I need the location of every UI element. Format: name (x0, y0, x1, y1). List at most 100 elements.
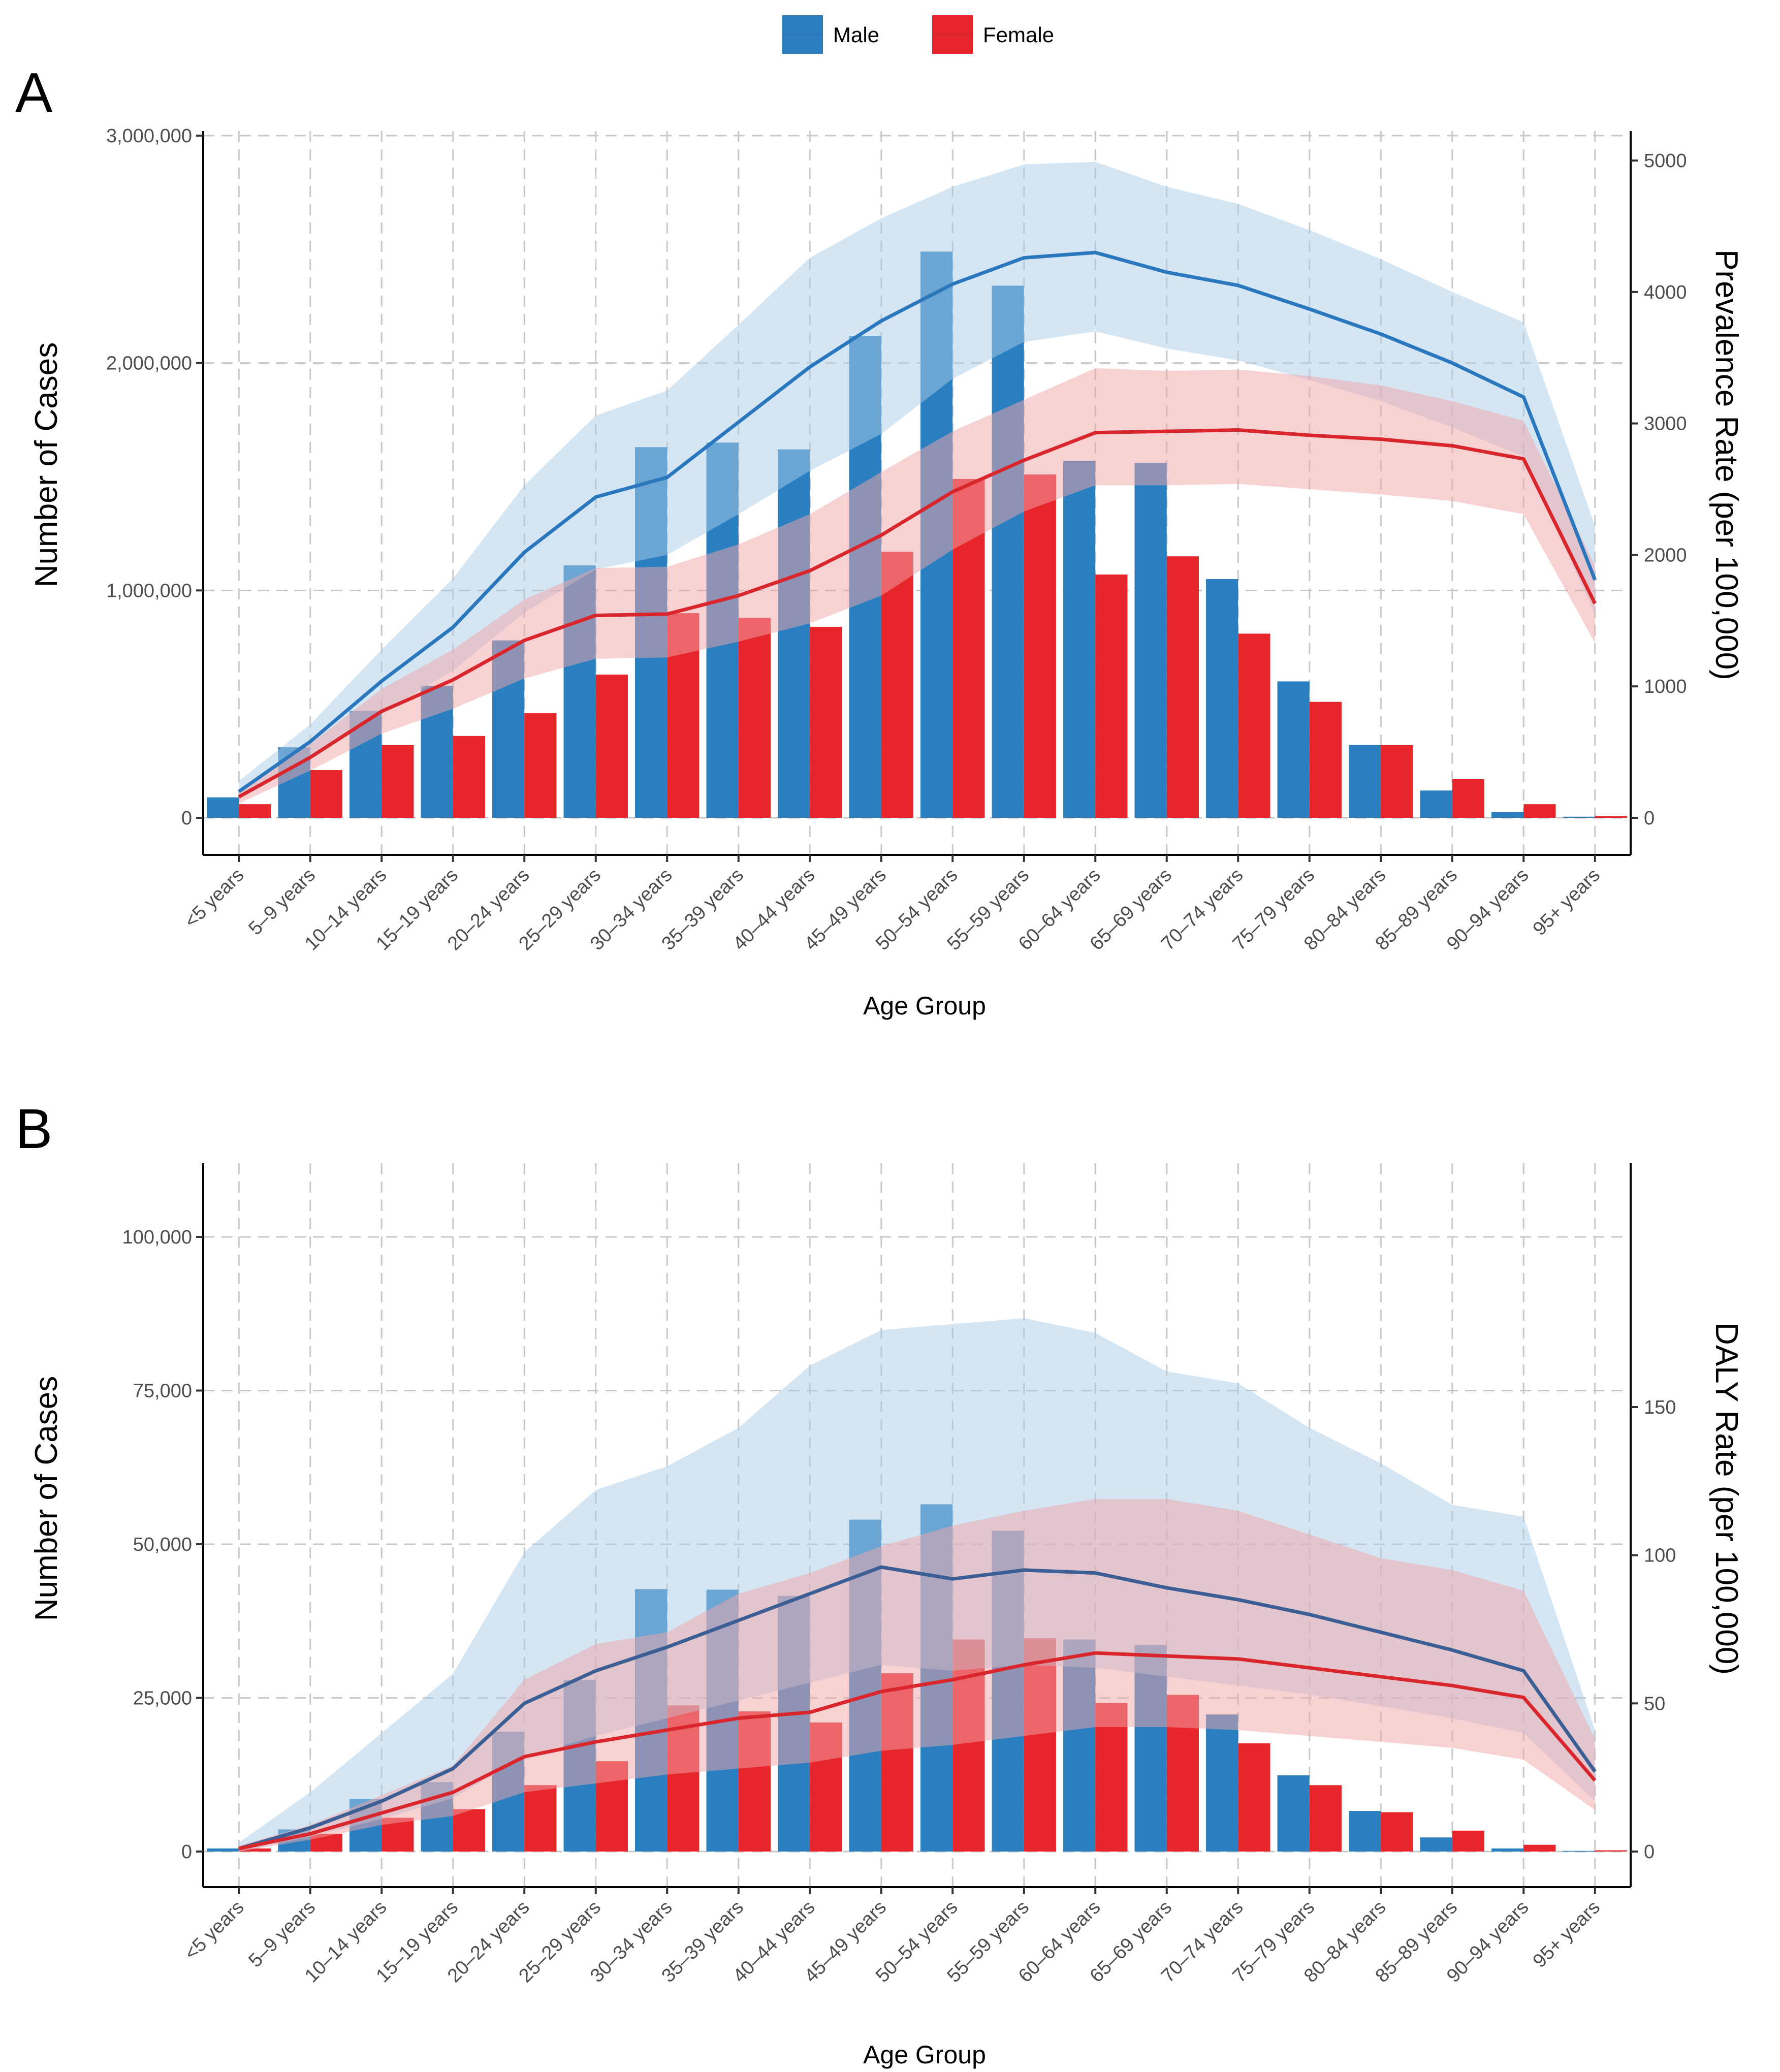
y-tick-label-b: 50,000 (133, 1534, 192, 1555)
y2-tick-label-b: 0 (1644, 1841, 1655, 1863)
bar-female-a (382, 745, 414, 818)
bar-female-a (1452, 779, 1484, 818)
legend-label-female: Female (983, 23, 1054, 47)
y-tick-label-b: 75,000 (133, 1381, 192, 1402)
x-tick-label-b: 95+ years (1529, 1897, 1604, 1972)
bar-male-a (1206, 579, 1238, 818)
bar-male-a (1134, 463, 1167, 818)
bar-female-a (1309, 702, 1342, 818)
y2-tick-label-b: 100 (1644, 1545, 1676, 1567)
y2-tick-label-a: 3000 (1644, 413, 1687, 435)
bar-female-b (1309, 1785, 1342, 1852)
bar-male-a (778, 449, 810, 818)
plot-area-a: 0 1,000,000 2,000,000 3,000,000 0 1000 2000 300… (106, 125, 1687, 954)
y2-axis-title-b: DALY Rate (per 100,000) (1709, 1322, 1744, 1675)
y-axis-title-a: Number of Cases (29, 342, 64, 587)
rate-line-female-b (238, 1651, 1597, 1851)
bar-female-b (1523, 1844, 1556, 1852)
legend: Male Female (782, 15, 1054, 54)
bar-female-a (1166, 556, 1199, 818)
y2-tick-label-a: 0 (1644, 808, 1655, 829)
y-tick-label-a: 2,000,000 (106, 353, 192, 374)
ci-band-female-b (239, 1499, 1595, 1852)
y-tick-label-b: 0 (181, 1841, 192, 1863)
bar-male-a (1491, 812, 1524, 818)
x-axis-title-b: Age Group (863, 2041, 986, 2069)
ci-band-female-a (239, 368, 1595, 804)
bar-female-a (453, 736, 485, 818)
y-tick-label-b: 100,000 (122, 1227, 192, 1248)
bar-female-a (1238, 633, 1270, 818)
bar-female-b (1381, 1812, 1413, 1852)
rate-line-male-a (238, 250, 1597, 793)
bar-female-a (881, 552, 913, 818)
y-axis-title-b: Number of Cases (29, 1376, 64, 1621)
bar-male-a (992, 285, 1024, 818)
y-tick-label-a: 3,000,000 (106, 125, 192, 147)
y-tick-label-a: 0 (181, 808, 192, 829)
x-tick-label-a: <5 years (180, 865, 248, 933)
bar-female-a (1381, 745, 1413, 818)
bar-male-a (1420, 790, 1452, 818)
bar-female-a (810, 626, 842, 818)
bar-male-b (1277, 1775, 1310, 1852)
panel-letter-b: B (15, 1098, 52, 1160)
panel-b: B Number of Cases DALY Rate (per 100,000… (15, 1098, 1744, 2069)
bar-male-b (1420, 1837, 1452, 1852)
panel-letter-a: A (15, 61, 53, 124)
bar-male-a (1063, 461, 1096, 818)
bar-male-b (1563, 1851, 1595, 1852)
rate-line-female-a (238, 428, 1597, 799)
bar-female-a (738, 618, 771, 818)
bar-female-a (239, 804, 271, 818)
bar-female-a (1595, 816, 1627, 818)
y2-tick-label-b: 150 (1644, 1397, 1676, 1418)
rate-lines-a (238, 250, 1597, 799)
y2-tick-label-a: 4000 (1644, 282, 1687, 303)
x-axis-title-a: Age Group (863, 992, 986, 1020)
bar-female-a (1523, 804, 1556, 818)
bar-female-a (595, 674, 628, 818)
ci-band-male-a (239, 162, 1595, 800)
y2-tick-label-a: 2000 (1644, 545, 1687, 566)
bar-male-b (1349, 1811, 1381, 1852)
x-tick-label-a: 95+ years (1529, 865, 1604, 940)
bar-male-a (1277, 681, 1310, 818)
bar-female-b (1095, 1703, 1128, 1852)
bar-female-a (310, 770, 342, 818)
y2-tick-label-a: 1000 (1644, 676, 1687, 697)
bar-female-a (1024, 474, 1056, 818)
x-tick-label-b: 5–9 years (244, 1897, 320, 1972)
ci-bands-b (239, 1318, 1595, 1852)
bar-female-b (1452, 1830, 1484, 1852)
bar-male-b (207, 1848, 239, 1852)
y2-tick-label-a: 5000 (1644, 150, 1687, 172)
ci-bands-a (239, 162, 1595, 804)
bar-male-b (1491, 1848, 1524, 1852)
legend-item-female: Female (932, 15, 1054, 54)
x-tick-label-a: 5–9 years (244, 865, 320, 940)
bar-female-b (453, 1809, 485, 1852)
bar-male-b (1206, 1714, 1238, 1852)
y-tick-label-a: 1,000,000 (106, 580, 192, 601)
bar-female-b (239, 1848, 271, 1852)
x-tick-label-b: <5 years (180, 1897, 248, 1965)
legend-label-male: Male (833, 23, 879, 47)
bar-male-a (207, 797, 239, 818)
plot-area-b: 0 25,000 50,000 75,000 100,000 0 50 100 150 <5 ye… (122, 1163, 1676, 1987)
bar-male-a (1349, 745, 1381, 818)
y-tick-label-b: 25,000 (133, 1688, 192, 1709)
bar-male-a (1563, 816, 1595, 818)
bar-female-b (1238, 1743, 1270, 1852)
panel-a: A Number of Cases Prevalence Rate (per 1… (15, 61, 1744, 1020)
y2-tick-label-b: 50 (1644, 1693, 1665, 1714)
bar-female-b (524, 1785, 557, 1852)
bar-female-a (524, 713, 557, 818)
legend-item-male: Male (782, 15, 879, 54)
rate-lines-b (238, 1565, 1597, 1851)
bar-female-b (1595, 1850, 1627, 1852)
rate-line-male-b (238, 1565, 1597, 1851)
y2-axis-title-a: Prevalence Rate (per 100,000) (1709, 249, 1744, 680)
bar-female-a (1095, 574, 1128, 818)
